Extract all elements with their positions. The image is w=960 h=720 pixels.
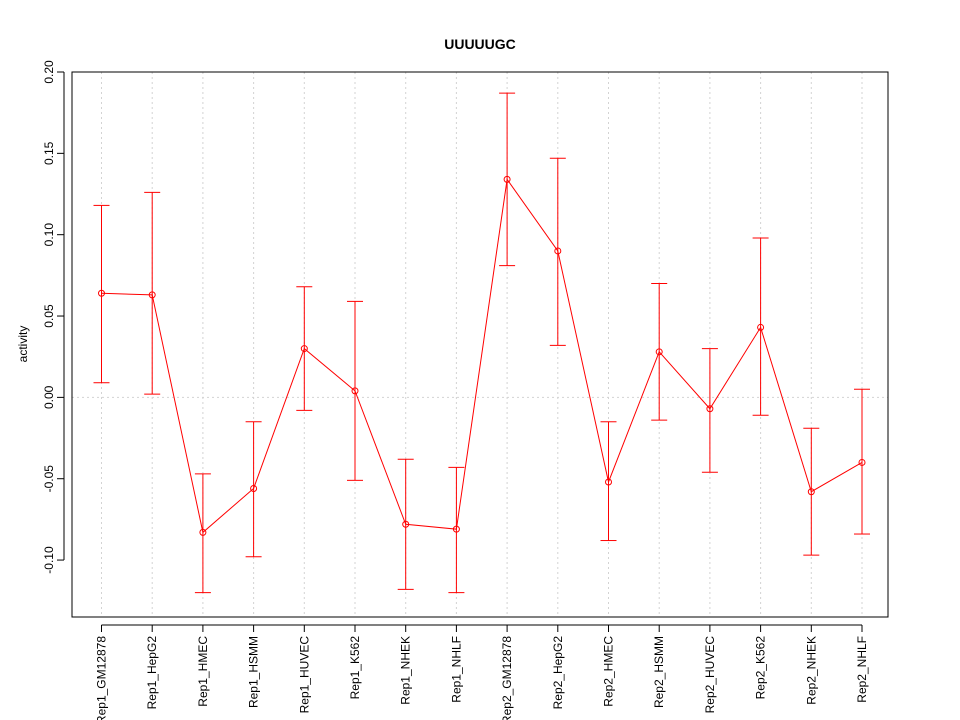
data-point — [605, 478, 612, 486]
data-point — [452, 525, 460, 533]
chart-title: UUUUUGC — [444, 36, 516, 52]
y-tick-label: 0.20 — [42, 60, 56, 84]
data-point — [98, 289, 105, 297]
plot-frame — [71, 71, 889, 618]
data-point — [807, 488, 815, 496]
x-tick-label: Rep1_K562 — [348, 636, 362, 700]
x-tick-label: Rep1_HUVEC — [297, 636, 311, 714]
data-point — [858, 458, 866, 466]
data-point — [554, 247, 562, 255]
x-tick-label: Rep2_NHEK — [804, 636, 818, 705]
data-point — [300, 345, 308, 353]
y-tick-label: 0.15 — [42, 141, 56, 165]
data-point — [402, 520, 410, 528]
data-point — [503, 175, 511, 183]
x-tick-label: Rep1_HepG2 — [145, 636, 159, 710]
y-tick-label: 0.00 — [42, 385, 56, 409]
x-tick-label: Rep1_NHEK — [399, 636, 413, 705]
data-point — [148, 291, 156, 299]
x-tick-label: Rep1_NHLF — [449, 636, 463, 703]
data-point — [706, 405, 714, 413]
x-tick-label: Rep2_HSMM — [652, 636, 666, 708]
data-point — [199, 528, 207, 536]
x-tick-label: Rep2_HMEC — [602, 636, 616, 707]
x-tick-label: Rep1_HMEC — [196, 636, 210, 707]
y-tick-label: -0.05 — [42, 465, 56, 493]
x-tick-label: Rep1_HSMM — [247, 636, 261, 708]
data-point — [655, 348, 663, 356]
y-tick-label: 0.05 — [42, 304, 56, 328]
x-tick-label: Rep2_HepG2 — [551, 636, 565, 710]
y-tick-label: 0.10 — [42, 223, 56, 247]
data-point — [351, 387, 359, 395]
series-line — [101, 178, 863, 534]
axis-layer: -0.10 -0.05 0.00 0.05 0.10 0.15 0.20 Rep1_GM128… — [42, 60, 869, 720]
y-tick-label: -0.10 — [42, 546, 56, 574]
data-point — [250, 484, 258, 492]
series-layer — [93, 92, 870, 594]
y-axis-label: activity — [16, 326, 30, 363]
x-tick-label: Rep2_HUVEC — [703, 636, 717, 714]
x-tick-label: Rep2_K562 — [754, 636, 768, 700]
data-point — [757, 323, 765, 331]
x-tick-label: Rep2_NHLF — [855, 636, 869, 703]
x-tick-label: Rep2_GM12878 — [500, 636, 514, 720]
x-tick-label: Rep1_GM12878 — [95, 636, 109, 720]
